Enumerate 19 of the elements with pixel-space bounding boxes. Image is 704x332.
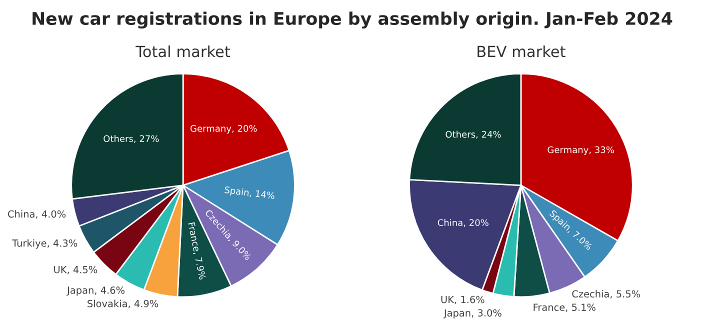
text: New car registrations in Europe by assembly origin. Jan-Feb 2024 bbox=[32, 12, 672, 29]
slice-label: Czechia, 5.5% bbox=[572, 290, 640, 299]
slice-label: UK, 1.6% bbox=[441, 296, 484, 304]
chart-subtitle: BEV market bbox=[478, 45, 566, 58]
slice-label: Spain, 14% bbox=[224, 186, 275, 201]
slice-label: Japan, 4.6% bbox=[66, 286, 125, 296]
chart-subtitle: Total market bbox=[136, 45, 230, 58]
slice-label: Others, 24% bbox=[446, 130, 501, 139]
slice-label: Japan, 3.0% bbox=[443, 309, 502, 318]
slice-label: Turkiye, 4.3% bbox=[12, 239, 78, 249]
slice-label: Germany, 20% bbox=[190, 125, 257, 134]
slice-label: China, 20% bbox=[438, 219, 488, 227]
slice-label: China, 4.0% bbox=[8, 210, 66, 219]
slice-label: Slovakia, 4.9% bbox=[88, 300, 158, 308]
slice-label: France, 5.1% bbox=[534, 304, 596, 312]
slice-label: Others, 27% bbox=[104, 135, 159, 143]
slice-label: France, 7.9% bbox=[187, 222, 206, 280]
slice-label: Germany, 33% bbox=[548, 146, 614, 155]
slice-label: UK, 4.5% bbox=[54, 266, 98, 274]
